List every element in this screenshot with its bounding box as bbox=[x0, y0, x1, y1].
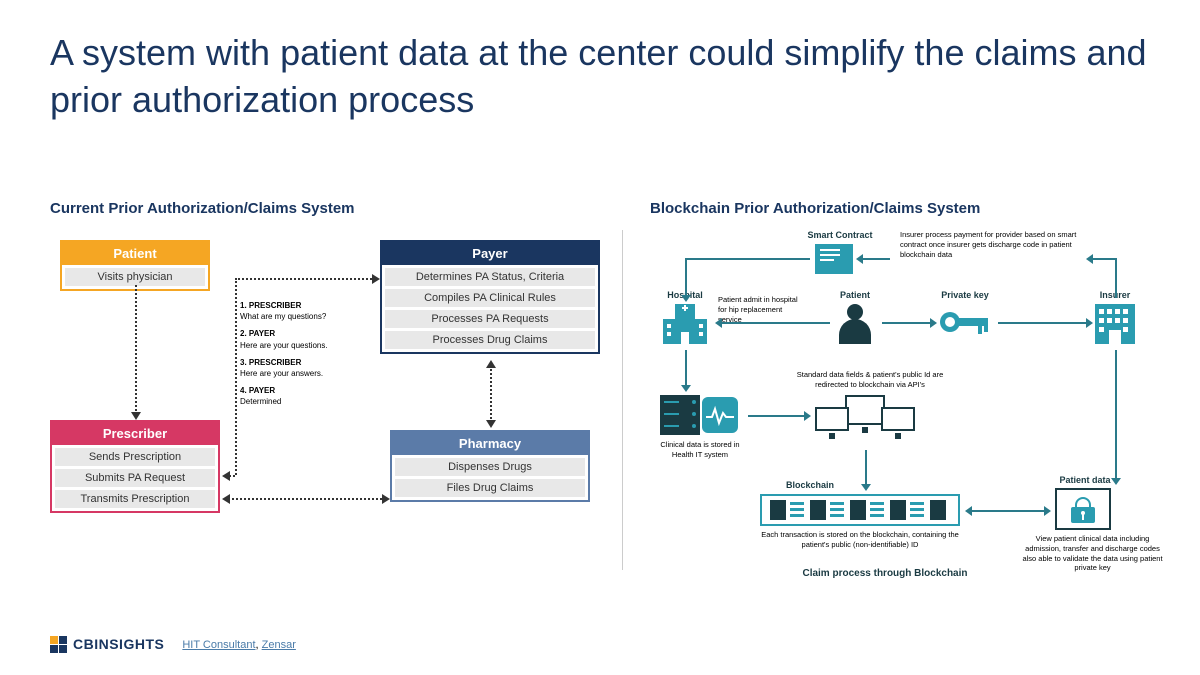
logo-square bbox=[59, 636, 67, 644]
redirect-note: Standard data fields & patient's public … bbox=[795, 370, 945, 390]
bc-arrow-head bbox=[1086, 318, 1093, 328]
arrow-head bbox=[486, 420, 496, 428]
dialog-steps: 1. PRESCRIBERWhat are my questions? 2. P… bbox=[240, 300, 370, 408]
bc-arrow bbox=[685, 350, 687, 388]
pharmacy-box: Pharmacy Dispenses Drugs Files Drug Clai… bbox=[390, 430, 590, 502]
clinical-note: Clinical data is stored in Health IT sys… bbox=[650, 440, 750, 460]
bc-arrow-head bbox=[1111, 478, 1121, 485]
arrow-patient-prescriber bbox=[135, 285, 137, 415]
bc-arrow-head bbox=[965, 506, 972, 516]
bc-arrow-head bbox=[861, 484, 871, 491]
bc-arrow bbox=[882, 322, 932, 324]
arrow-prescriber-pharmacy bbox=[225, 498, 385, 500]
arrow-payer-pharmacy bbox=[490, 365, 492, 423]
arrow-head bbox=[222, 471, 230, 481]
bc-arrow bbox=[1090, 258, 1115, 260]
bc-arrow bbox=[685, 258, 687, 298]
blockchain-icon bbox=[760, 494, 960, 526]
payer-header: Payer bbox=[382, 242, 598, 265]
insurer-note: Insurer process payment for provider bas… bbox=[900, 230, 1080, 259]
bc-arrow bbox=[1115, 350, 1117, 480]
bc-arrow bbox=[685, 258, 810, 260]
bc-arrow-head bbox=[681, 385, 691, 392]
bc-arrow-head bbox=[681, 295, 691, 302]
patient-label: Patient bbox=[830, 290, 880, 300]
right-section-title: Blockchain Prior Authorization/Claims Sy… bbox=[650, 200, 980, 217]
source-link[interactable]: HIT Consultant bbox=[182, 639, 255, 651]
pharmacy-header: Pharmacy bbox=[392, 432, 588, 455]
bc-arrow-head bbox=[930, 318, 937, 328]
hospital-icon bbox=[663, 304, 707, 344]
prescriber-box: Prescriber Sends Prescription Submits PA… bbox=[50, 420, 220, 513]
smart-contract-label: Smart Contract bbox=[800, 230, 880, 240]
panel-divider bbox=[622, 230, 623, 570]
bc-arrow bbox=[748, 415, 806, 417]
prescriber-item: Sends Prescription bbox=[55, 448, 215, 466]
pharmacy-item: Files Drug Claims bbox=[395, 479, 585, 497]
payer-item: Processes PA Requests bbox=[385, 310, 595, 328]
logo-square bbox=[59, 645, 67, 653]
page-title: A system with patient data at the center… bbox=[50, 30, 1150, 124]
prescriber-item: Transmits Prescription bbox=[55, 490, 215, 508]
footer: CBINSIGHTS HIT Consultant, Zensar bbox=[50, 635, 296, 653]
prescriber-header: Prescriber bbox=[52, 422, 218, 445]
bc-arrow bbox=[970, 510, 1046, 512]
bc-arrow bbox=[998, 322, 1088, 324]
current-system-diagram: Patient Visits physician Prescriber Send… bbox=[50, 230, 610, 590]
arrow-head bbox=[131, 412, 141, 420]
bc-arrow-head bbox=[1044, 506, 1051, 516]
bc-arrow-head bbox=[1086, 254, 1093, 264]
admit-note: Patient admit in hospital for hip replac… bbox=[718, 295, 808, 324]
cbinsights-logo: CBINSIGHTS bbox=[50, 636, 164, 653]
smart-contract-icon bbox=[815, 244, 853, 274]
logo-square bbox=[50, 636, 58, 644]
patient-data-note: View patient clinical data including adm… bbox=[1020, 534, 1165, 573]
bc-arrow bbox=[1115, 258, 1117, 298]
patient-data-label: Patient data bbox=[1050, 475, 1120, 485]
payer-item: Determines PA Status, Criteria bbox=[385, 268, 595, 286]
bc-arrow-head bbox=[856, 254, 863, 264]
logo-text: CBINSIGHTS bbox=[73, 636, 164, 652]
payer-item: Compiles PA Clinical Rules bbox=[385, 289, 595, 307]
caption: Claim process through Blockchain bbox=[795, 568, 975, 579]
payer-box: Payer Determines PA Status, Criteria Com… bbox=[380, 240, 600, 354]
private-key-label: Private key bbox=[935, 290, 995, 300]
arrow-prescriber-payer-v bbox=[235, 278, 237, 475]
pharmacy-item: Dispenses Drugs bbox=[395, 458, 585, 476]
health-it-icon bbox=[660, 395, 740, 435]
patient-header: Patient bbox=[62, 242, 208, 265]
source-link[interactable]: Zensar bbox=[262, 639, 296, 651]
key-icon bbox=[940, 308, 990, 336]
arrow-head bbox=[372, 274, 380, 284]
prescriber-item: Submits PA Request bbox=[55, 469, 215, 487]
arrow-head bbox=[486, 360, 496, 368]
arrow-prescriber-payer-h bbox=[235, 278, 375, 280]
arrow-head bbox=[222, 494, 230, 504]
logo-square bbox=[50, 645, 58, 653]
arrow-head bbox=[382, 494, 390, 504]
left-section-title: Current Prior Authorization/Claims Syste… bbox=[50, 200, 355, 217]
patient-icon bbox=[835, 304, 875, 344]
blockchain-note: Each transaction is stored on the blockc… bbox=[750, 530, 970, 550]
blockchain-label: Blockchain bbox=[775, 480, 845, 490]
patient-box: Patient Visits physician bbox=[60, 240, 210, 291]
insurer-icon bbox=[1095, 304, 1135, 344]
patient-item: Visits physician bbox=[65, 268, 205, 286]
bc-arrow bbox=[860, 258, 890, 260]
patient-data-icon bbox=[1055, 488, 1111, 530]
bc-arrow-head bbox=[804, 411, 811, 421]
bc-arrow bbox=[720, 322, 830, 324]
monitors-icon bbox=[815, 395, 915, 445]
blockchain-system-diagram: Smart Contract Insurer process payment f… bbox=[650, 230, 1170, 600]
payer-item: Processes Drug Claims bbox=[385, 331, 595, 349]
bc-arrow bbox=[865, 450, 867, 486]
bc-arrow-head bbox=[715, 318, 722, 328]
